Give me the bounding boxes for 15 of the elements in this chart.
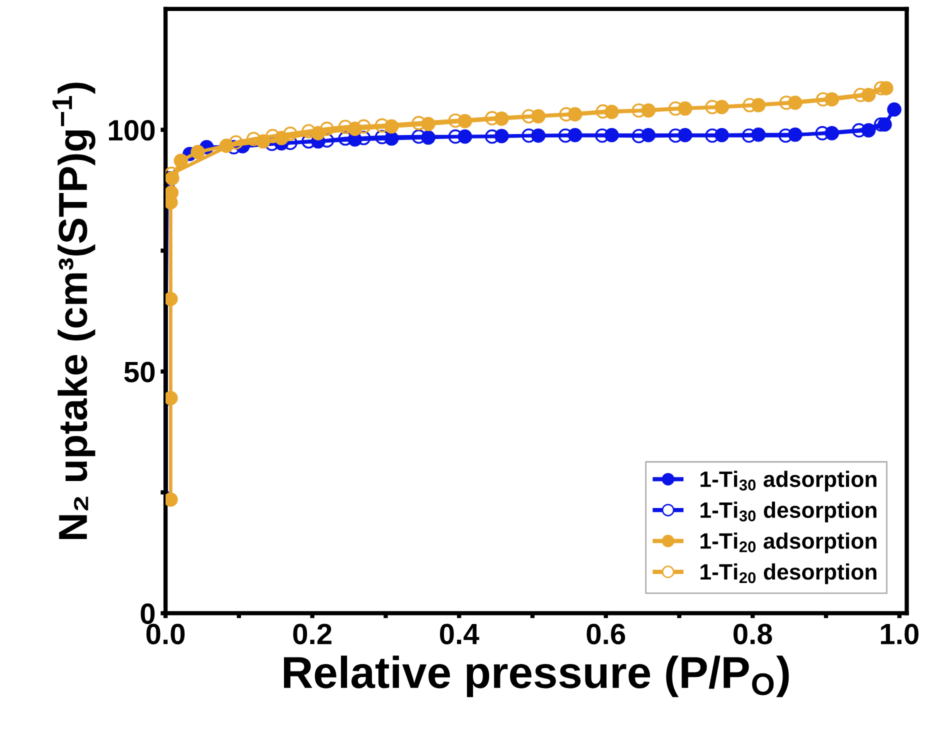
x-tick-label: 0.4 <box>440 624 480 644</box>
legend-label: 1-Ti$_{30}$ desorption <box>700 502 876 522</box>
y-tick-label: 50 <box>124 362 155 382</box>
y-axis-title: N₂ uptake (cm³(STP)g$^{−1}$) <box>52 82 96 539</box>
x-tick-label: 0.2 <box>293 624 332 644</box>
x-axis-title: Relative pressure (P/P$_{O}$) <box>284 656 789 698</box>
x-tick-label: 0.0 <box>146 624 185 644</box>
y-tick-label: 100 <box>108 120 155 141</box>
x-tick-label: 0.6 <box>586 624 626 644</box>
x-tick-label: 1.0 <box>880 624 918 644</box>
legend-label: 1-Ti$_{20}$ desorption <box>700 563 876 584</box>
legend-label: 1-Ti$_{30}$ adsorption <box>700 470 876 492</box>
x-tick-label: 0.8 <box>734 624 772 644</box>
y-tick-label: 0 <box>140 603 155 624</box>
legend-label: 1-Ti$_{20}$ adsorption <box>700 532 876 554</box>
